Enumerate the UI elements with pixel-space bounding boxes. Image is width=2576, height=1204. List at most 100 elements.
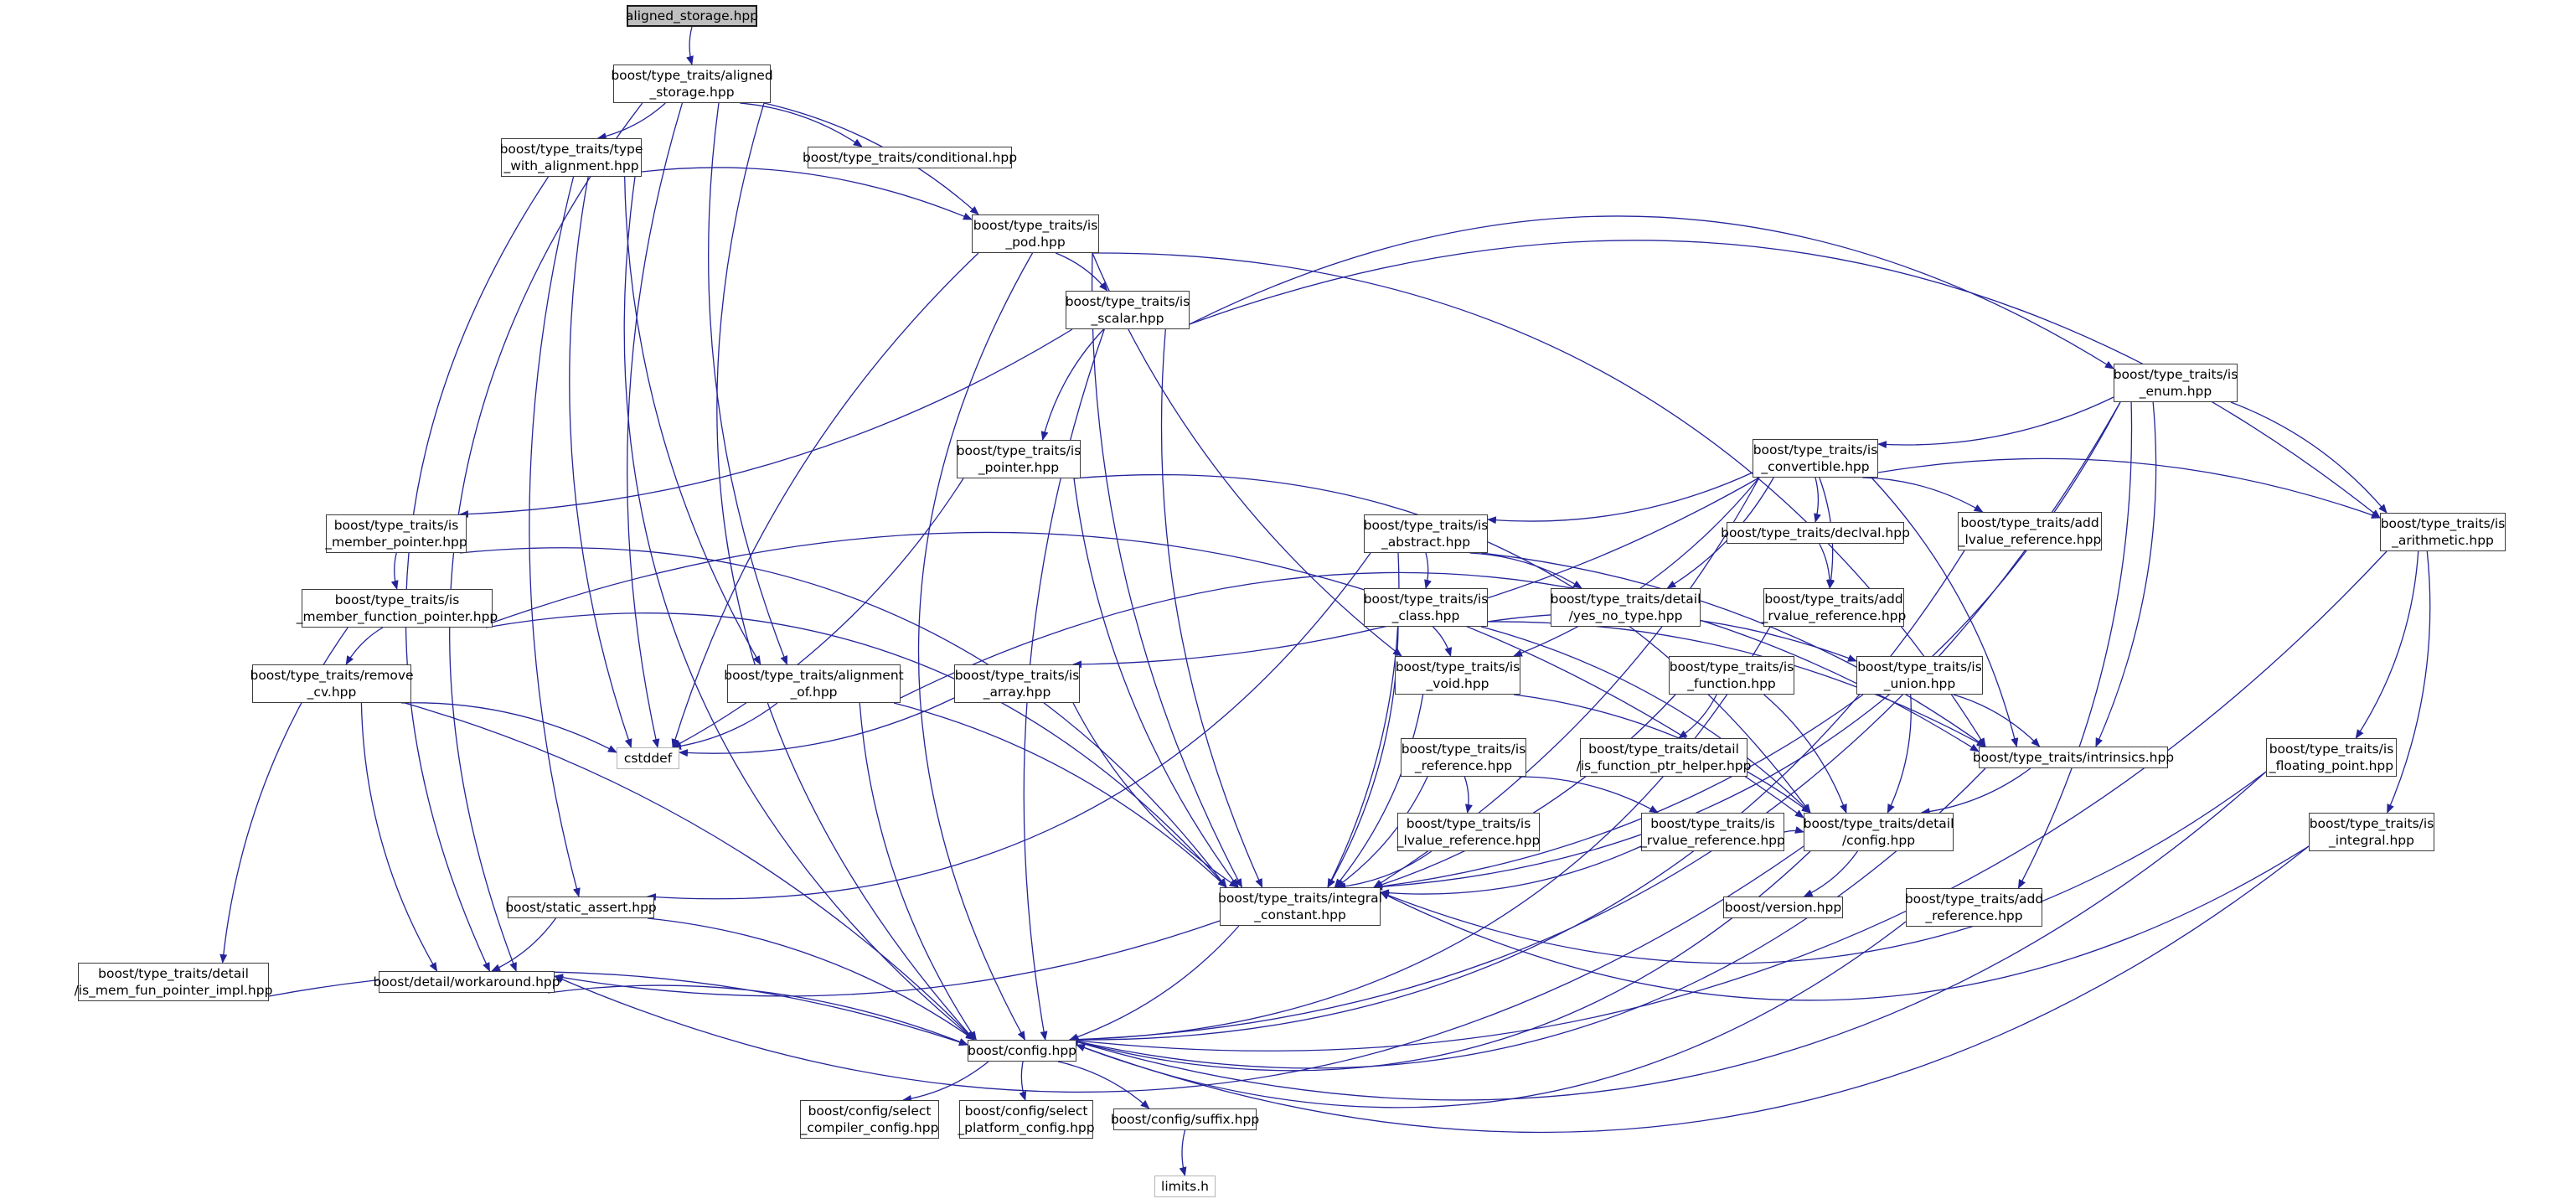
node-conditional[interactable]: boost/type_traits/conditional.hpp (803, 147, 1017, 168)
node-is_rvalue_reference[interactable]: boost/type_traits/is _rvalue_reference.h… (1640, 813, 1785, 851)
edge-is_pod-to-integral_constant (1091, 252, 1243, 888)
edge-is_scalar-to-is_arithmetic (1189, 240, 2381, 519)
node-is_member_pointer[interactable]: boost/type_traits/is _member_pointer.hpp (325, 514, 467, 553)
edge-is_rvalue_reference-to-integral_constant (1380, 845, 1642, 897)
node-label: boost/type_traits/is _class.hpp (1363, 592, 1489, 623)
node-is_convertible[interactable]: boost/type_traits/is _convertible.hpp (1753, 439, 1878, 478)
node-add_rvalue_reference[interactable]: boost/type_traits/add _rvalue_reference.… (1762, 588, 1906, 627)
edge-is_abstract-to-intrinsics (1480, 552, 1986, 747)
node-config[interactable]: boost/config.hpp (968, 1040, 1076, 1062)
node-label: boost/type_traits/is _arithmetic.hpp (2380, 516, 2506, 548)
edge-is_arithmetic-to-is_integral (2387, 550, 2431, 814)
edge-detail_config-to-config (1069, 850, 1811, 1072)
node-label: boost/type_traits/is _function.hpp (1669, 659, 1794, 691)
node-is_array[interactable]: boost/type_traits/is _array.hpp (954, 664, 1080, 703)
edge-is_scalar-to-is_pointer (1040, 328, 1104, 441)
edge-is_function-to-is_function_ptr_helper (1677, 694, 1717, 739)
node-yes_no_type[interactable]: boost/type_traits/detail /yes_no_type.hp… (1551, 588, 1701, 627)
edge-bt_aligned_storage-to-alignment_of (708, 102, 788, 665)
node-is_function_ptr_helper[interactable]: boost/type_traits/detail /is_function_pt… (1577, 738, 1751, 777)
edge-type_with_alignment-to-alignment_of (624, 176, 761, 665)
node-detail_config[interactable]: boost/type_traits/detail /config.hpp (1804, 813, 1954, 851)
node-label: boost/type_traits/is _enum.hpp (2113, 367, 2238, 399)
edge-is_reference-to-is_rvalue_reference (1518, 776, 1659, 814)
node-static_assert[interactable]: boost/static_assert.hpp (505, 897, 657, 918)
node-label: boost/type_traits/add _reference.hpp (1904, 891, 2044, 923)
node-is_floating_point[interactable]: boost/type_traits/is _floating_point.hpp (2266, 738, 2397, 777)
node-label: cstddef (623, 751, 673, 766)
edge-detail_config-to-version (1803, 850, 1858, 897)
node-label: boost/type_traits/is _array.hpp (954, 668, 1080, 700)
node-suffix[interactable]: boost/config/suffix.hpp (1111, 1108, 1259, 1130)
edge-is_abstract-to-is_class (1424, 552, 1432, 589)
node-intrinsics[interactable]: boost/type_traits/intrinsics.hpp (1973, 747, 2174, 768)
node-label: boost/type_traits/is _member_function_po… (296, 592, 498, 624)
node-select_platform_config[interactable]: boost/config/select _platform_config.hpp (958, 1100, 1095, 1139)
edge-is_enum-to-is_arithmetic (2230, 401, 2388, 514)
node-is_void[interactable]: boost/type_traits/is _void.hpp (1395, 656, 1520, 695)
node-remove_cv[interactable]: boost/type_traits/remove _cv.hpp (250, 664, 414, 703)
node-version[interactable]: boost/version.hpp (1723, 897, 1843, 918)
node-type_with_alignment[interactable]: boost/type_traits/type _with_alignment.h… (500, 138, 643, 177)
node-is_union[interactable]: boost/type_traits/is _union.hpp (1856, 656, 1983, 695)
edge-intrinsics-to-config (1069, 767, 1986, 1069)
node-is_arithmetic[interactable]: boost/type_traits/is _arithmetic.hpp (2380, 513, 2506, 551)
node-label: boost/config/select _compiler_config.hpp (800, 1103, 939, 1135)
edge-bt_aligned_storage-to-type_with_alignment (596, 102, 666, 141)
node-bt_aligned_storage[interactable]: boost/type_traits/aligned _storage.hpp (611, 65, 773, 103)
node-is_reference[interactable]: boost/type_traits/is _reference.hpp (1401, 738, 1526, 777)
edge-is_floating_point-to-integral_constant (1380, 771, 2267, 964)
edge-is_arithmetic-to-config (1069, 550, 2388, 1052)
edge-is_integral-to-config (1076, 845, 2310, 1134)
node-is_lvalue_reference[interactable]: boost/type_traits/is _lvalue_reference.h… (1397, 813, 1540, 851)
edge-is_scalar-to-is_member_pointer (459, 328, 1073, 519)
edge-is_member_pointer-to-is_member_function_pointer (390, 552, 399, 590)
node-is_scalar[interactable]: boost/type_traits/is _scalar.hpp (1066, 291, 1190, 329)
node-is_enum[interactable]: boost/type_traits/is _enum.hpp (2114, 364, 2238, 402)
edge-is_convertible-to-declval (1814, 477, 1821, 523)
node-aligned_storage_top[interactable]: aligned_storage.hpp (626, 5, 758, 27)
node-is_function[interactable]: boost/type_traits/is _function.hpp (1669, 656, 1794, 695)
node-cstddef[interactable]: cstddef (617, 747, 679, 769)
node-add_lvalue_reference[interactable]: boost/type_traits/add _lvalue_reference.… (1958, 512, 2102, 550)
node-is_member_function_pointer[interactable]: boost/type_traits/is _member_function_po… (297, 589, 498, 628)
node-workaround[interactable]: boost/detail/workaround.hpp (373, 971, 560, 993)
node-integral_constant[interactable]: boost/type_traits/integral _constant.hpp (1218, 887, 1382, 926)
edge-remove_cv-to-workaround (360, 702, 438, 972)
node-is_pod[interactable]: boost/type_traits/is _pod.hpp (972, 214, 1099, 253)
node-alignment_of[interactable]: boost/type_traits/alignment _of.hpp (724, 664, 904, 703)
node-is_mem_fun_pointer_impl[interactable]: boost/type_traits/detail /is_mem_fun_poi… (75, 963, 272, 1001)
edge-is_member_function_pointer-to-remove_cv (345, 627, 384, 665)
edge-is_enum-to-config (1069, 401, 2121, 1044)
edge-is_class-to-detail_config (1480, 626, 1811, 814)
edge-detail_config-to-workaround (554, 845, 1804, 1093)
edge-is_pod-to-config (917, 252, 1034, 1041)
node-is_pointer[interactable]: boost/type_traits/is _pointer.hpp (957, 440, 1081, 478)
node-add_reference[interactable]: boost/type_traits/add _reference.hpp (1904, 888, 2044, 927)
node-label: boost/config.hpp (967, 1043, 1077, 1058)
node-limits_h[interactable]: limits.h (1154, 1176, 1216, 1197)
node-label: boost/type_traits/is _integral.hpp (2309, 816, 2434, 848)
edge-is_integral-to-integral_constant (1380, 845, 2310, 1001)
edge-bt_aligned_storage-to-is_pod (763, 102, 979, 215)
edge-remove_cv-to-cstddef (401, 702, 617, 753)
node-is_class[interactable]: boost/type_traits/is _class.hpp (1364, 588, 1488, 627)
node-is_integral[interactable]: boost/type_traits/is _integral.hpp (2309, 813, 2434, 851)
node-label: boost/type_traits/aligned _storage.hpp (611, 68, 773, 100)
edge-alignment_of-to-config (859, 702, 977, 1041)
edge-add_rvalue_reference-to-config (1069, 626, 1771, 1044)
edge-type_with_alignment-to-config (623, 176, 975, 1041)
node-label: boost/type_traits/is _convertible.hpp (1753, 442, 1878, 474)
node-label: boost/type_traits/declval.hpp (1721, 525, 1910, 540)
edge-type_with_alignment-to-static_assert (529, 176, 581, 897)
node-is_abstract[interactable]: boost/type_traits/is _abstract.hpp (1364, 514, 1488, 553)
node-declval[interactable]: boost/type_traits/declval.hpp (1721, 522, 1910, 544)
edge-static_assert-to-config (647, 917, 975, 1041)
edge-is_void-to-integral_constant (1334, 694, 1424, 888)
node-select_compiler_config[interactable]: boost/config/select _compiler_config.hpp (800, 1100, 939, 1139)
edge-is_rvalue_reference-to-detail_config (1784, 826, 1804, 834)
edge-is_class-to-is_void (1432, 626, 1453, 657)
edge-is_void-to-detail_config (1513, 694, 1811, 814)
edge-is_pod-to-is_scalar (1055, 252, 1108, 292)
